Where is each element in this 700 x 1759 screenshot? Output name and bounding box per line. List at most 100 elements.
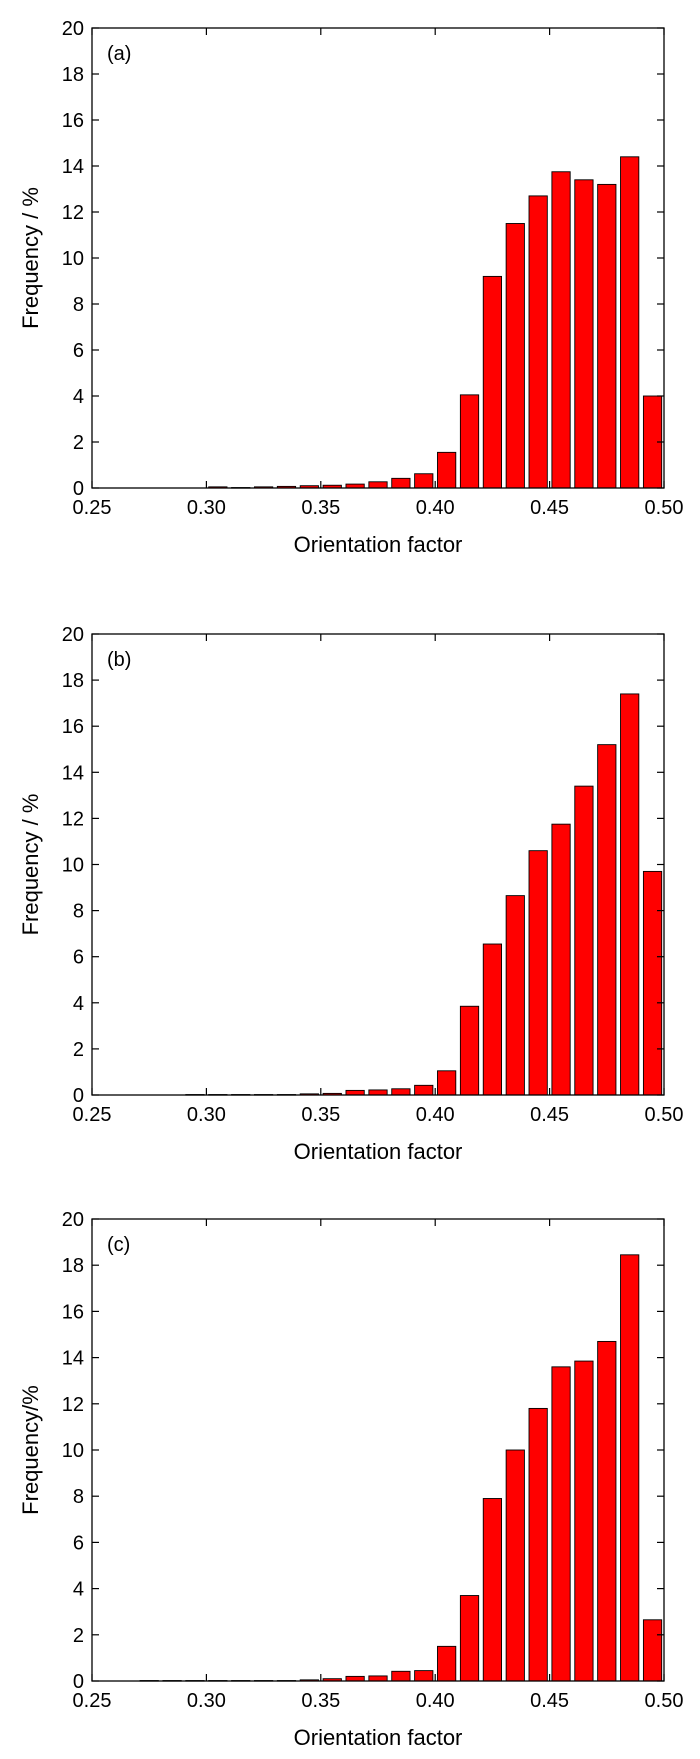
y-tick-label-b-2: 4	[73, 993, 84, 1015]
y-axis-title-b: Frequency / %	[18, 794, 43, 936]
y-tick-label-c-1: 2	[73, 1625, 84, 1647]
bar-a-16	[574, 179, 594, 489]
bar-a-11	[459, 394, 480, 489]
y-tick-label-b-4: 8	[73, 901, 84, 923]
bar-a-18	[620, 156, 640, 489]
bar-b-15	[528, 850, 548, 1096]
chart-panel-b: 0 2 4 6 8 10 12 14 16 18 20 0.25 0.30 0.35 0.40 0.45 0.5…	[18, 624, 683, 1164]
y-tick-label-c-9: 18	[62, 1255, 84, 1277]
y-tick-label-c-10: 20	[62, 1209, 84, 1231]
bars-a	[208, 156, 663, 489]
bar-c-17	[528, 1407, 548, 1682]
x-tick-label-c-1: 0.30	[187, 1690, 226, 1712]
y-tick-label-c-4: 8	[73, 1486, 84, 1508]
bar-a-9	[414, 473, 434, 489]
bar-b-8	[368, 1089, 388, 1096]
panel-label-b: (b)	[107, 649, 131, 671]
y-tick-label-c-8: 16	[62, 1301, 84, 1323]
x-axis-title-c: Orientation factor	[294, 1725, 463, 1750]
y-tick-label-b-7: 14	[62, 762, 84, 784]
bar-c-10	[368, 1675, 388, 1682]
y-tick-label-a-7: 14	[62, 156, 84, 178]
y-tick-label-c-2: 4	[73, 1579, 84, 1601]
y-tick-label-a-8: 16	[62, 110, 84, 132]
chart-panel-a: 0 2 4 6 8 10 12 14 16 18 20 0.25 0.30 0.35 0.40 0.45 0.5…	[18, 18, 683, 557]
bar-a-8	[391, 477, 411, 489]
y-tick-label-a-9: 18	[62, 64, 84, 86]
y-tick-label-b-9: 18	[62, 670, 84, 692]
x-tick-label-a-3: 0.40	[416, 497, 455, 519]
bar-c-11	[391, 1670, 411, 1682]
bar-b-12	[459, 1005, 480, 1096]
y-tick-label-b-5: 10	[62, 855, 84, 877]
chart-panel-c: 0 2 4 6 8 10 12 14 16 18 20 0.25 0.30 0.35 0.40 0.45 0.5…	[18, 1209, 683, 1750]
x-axis-title-a: Orientation factor	[294, 532, 463, 557]
bar-a-17	[597, 183, 617, 489]
y-tick-label-c-3: 6	[73, 1532, 84, 1554]
y-tick-label-b-3: 6	[73, 947, 84, 969]
bars-c	[139, 1254, 663, 1682]
y-tick-label-b-1: 2	[73, 1039, 84, 1061]
bar-c-9	[345, 1675, 365, 1682]
bar-c-18	[551, 1366, 571, 1682]
bars-b	[185, 693, 663, 1096]
bar-a-15	[551, 171, 571, 489]
x-tick-label-b-3: 0.40	[416, 1104, 455, 1126]
y-tick-label-c-0: 0	[73, 1671, 84, 1693]
x-tick-label-a-0: 0.25	[73, 497, 112, 519]
y-tick-label-a-4: 8	[73, 294, 84, 316]
panel-label-a: (a)	[107, 43, 131, 65]
bar-c-15	[482, 1498, 502, 1682]
bar-c-19	[574, 1360, 594, 1682]
bar-c-16	[505, 1449, 525, 1682]
y-tick-label-b-8: 16	[62, 716, 84, 738]
y-tick-label-a-6: 12	[62, 202, 84, 224]
bar-a-7	[368, 481, 388, 489]
bar-b-18	[597, 744, 617, 1096]
panel-label-c: (c)	[107, 1234, 130, 1256]
x-axis-title-b: Orientation factor	[294, 1139, 463, 1164]
y-tick-label-a-3: 6	[73, 340, 84, 362]
bar-a-10	[437, 451, 457, 489]
x-tick-label-b-0: 0.25	[73, 1104, 112, 1126]
x-tick-label-a-4: 0.45	[530, 497, 569, 519]
bar-c-13	[437, 1645, 457, 1682]
bar-c-20	[597, 1340, 617, 1682]
bar-b-9	[391, 1088, 411, 1096]
bar-a-12	[482, 275, 502, 489]
bar-c-14	[459, 1595, 480, 1682]
x-tick-label-c-5: 0.50	[645, 1690, 684, 1712]
y-tick-label-c-7: 14	[62, 1348, 84, 1370]
y-tick-label-c-5: 10	[62, 1440, 84, 1462]
y-axis-title-a: Frequency / %	[18, 187, 43, 329]
x-tick-label-c-3: 0.40	[416, 1690, 455, 1712]
y-axis-title-c: Frequency/%	[18, 1385, 43, 1515]
y-tick-label-a-1: 2	[73, 432, 84, 454]
y-tick-label-b-10: 20	[62, 624, 84, 646]
y-tick-label-a-2: 4	[73, 386, 84, 408]
bar-b-20	[642, 870, 663, 1096]
y-tick-label-b-6: 12	[62, 808, 84, 830]
x-tick-label-b-2: 0.35	[301, 1104, 340, 1126]
y-tick-label-c-6: 12	[62, 1394, 84, 1416]
bar-c-12	[414, 1670, 434, 1682]
bar-c-21	[620, 1254, 640, 1682]
bar-b-13	[482, 943, 502, 1096]
x-tick-label-a-2: 0.35	[301, 497, 340, 519]
x-tick-label-b-1: 0.30	[187, 1104, 226, 1126]
bar-b-11	[437, 1070, 457, 1096]
bar-b-7	[345, 1089, 365, 1096]
bar-b-17	[574, 785, 594, 1096]
x-tick-label-b-4: 0.45	[530, 1104, 569, 1126]
x-tick-label-b-5: 0.50	[645, 1104, 684, 1126]
bar-a-13	[505, 223, 525, 489]
bar-c-22	[642, 1619, 663, 1682]
y-tick-label-a-10: 20	[62, 18, 84, 40]
y-tick-label-a-0: 0	[73, 478, 84, 500]
bar-a-14	[528, 195, 548, 489]
x-tick-label-c-4: 0.45	[530, 1690, 569, 1712]
y-tick-label-a-5: 10	[62, 248, 84, 270]
bar-b-16	[551, 823, 571, 1096]
y-tick-label-b-0: 0	[73, 1085, 84, 1107]
